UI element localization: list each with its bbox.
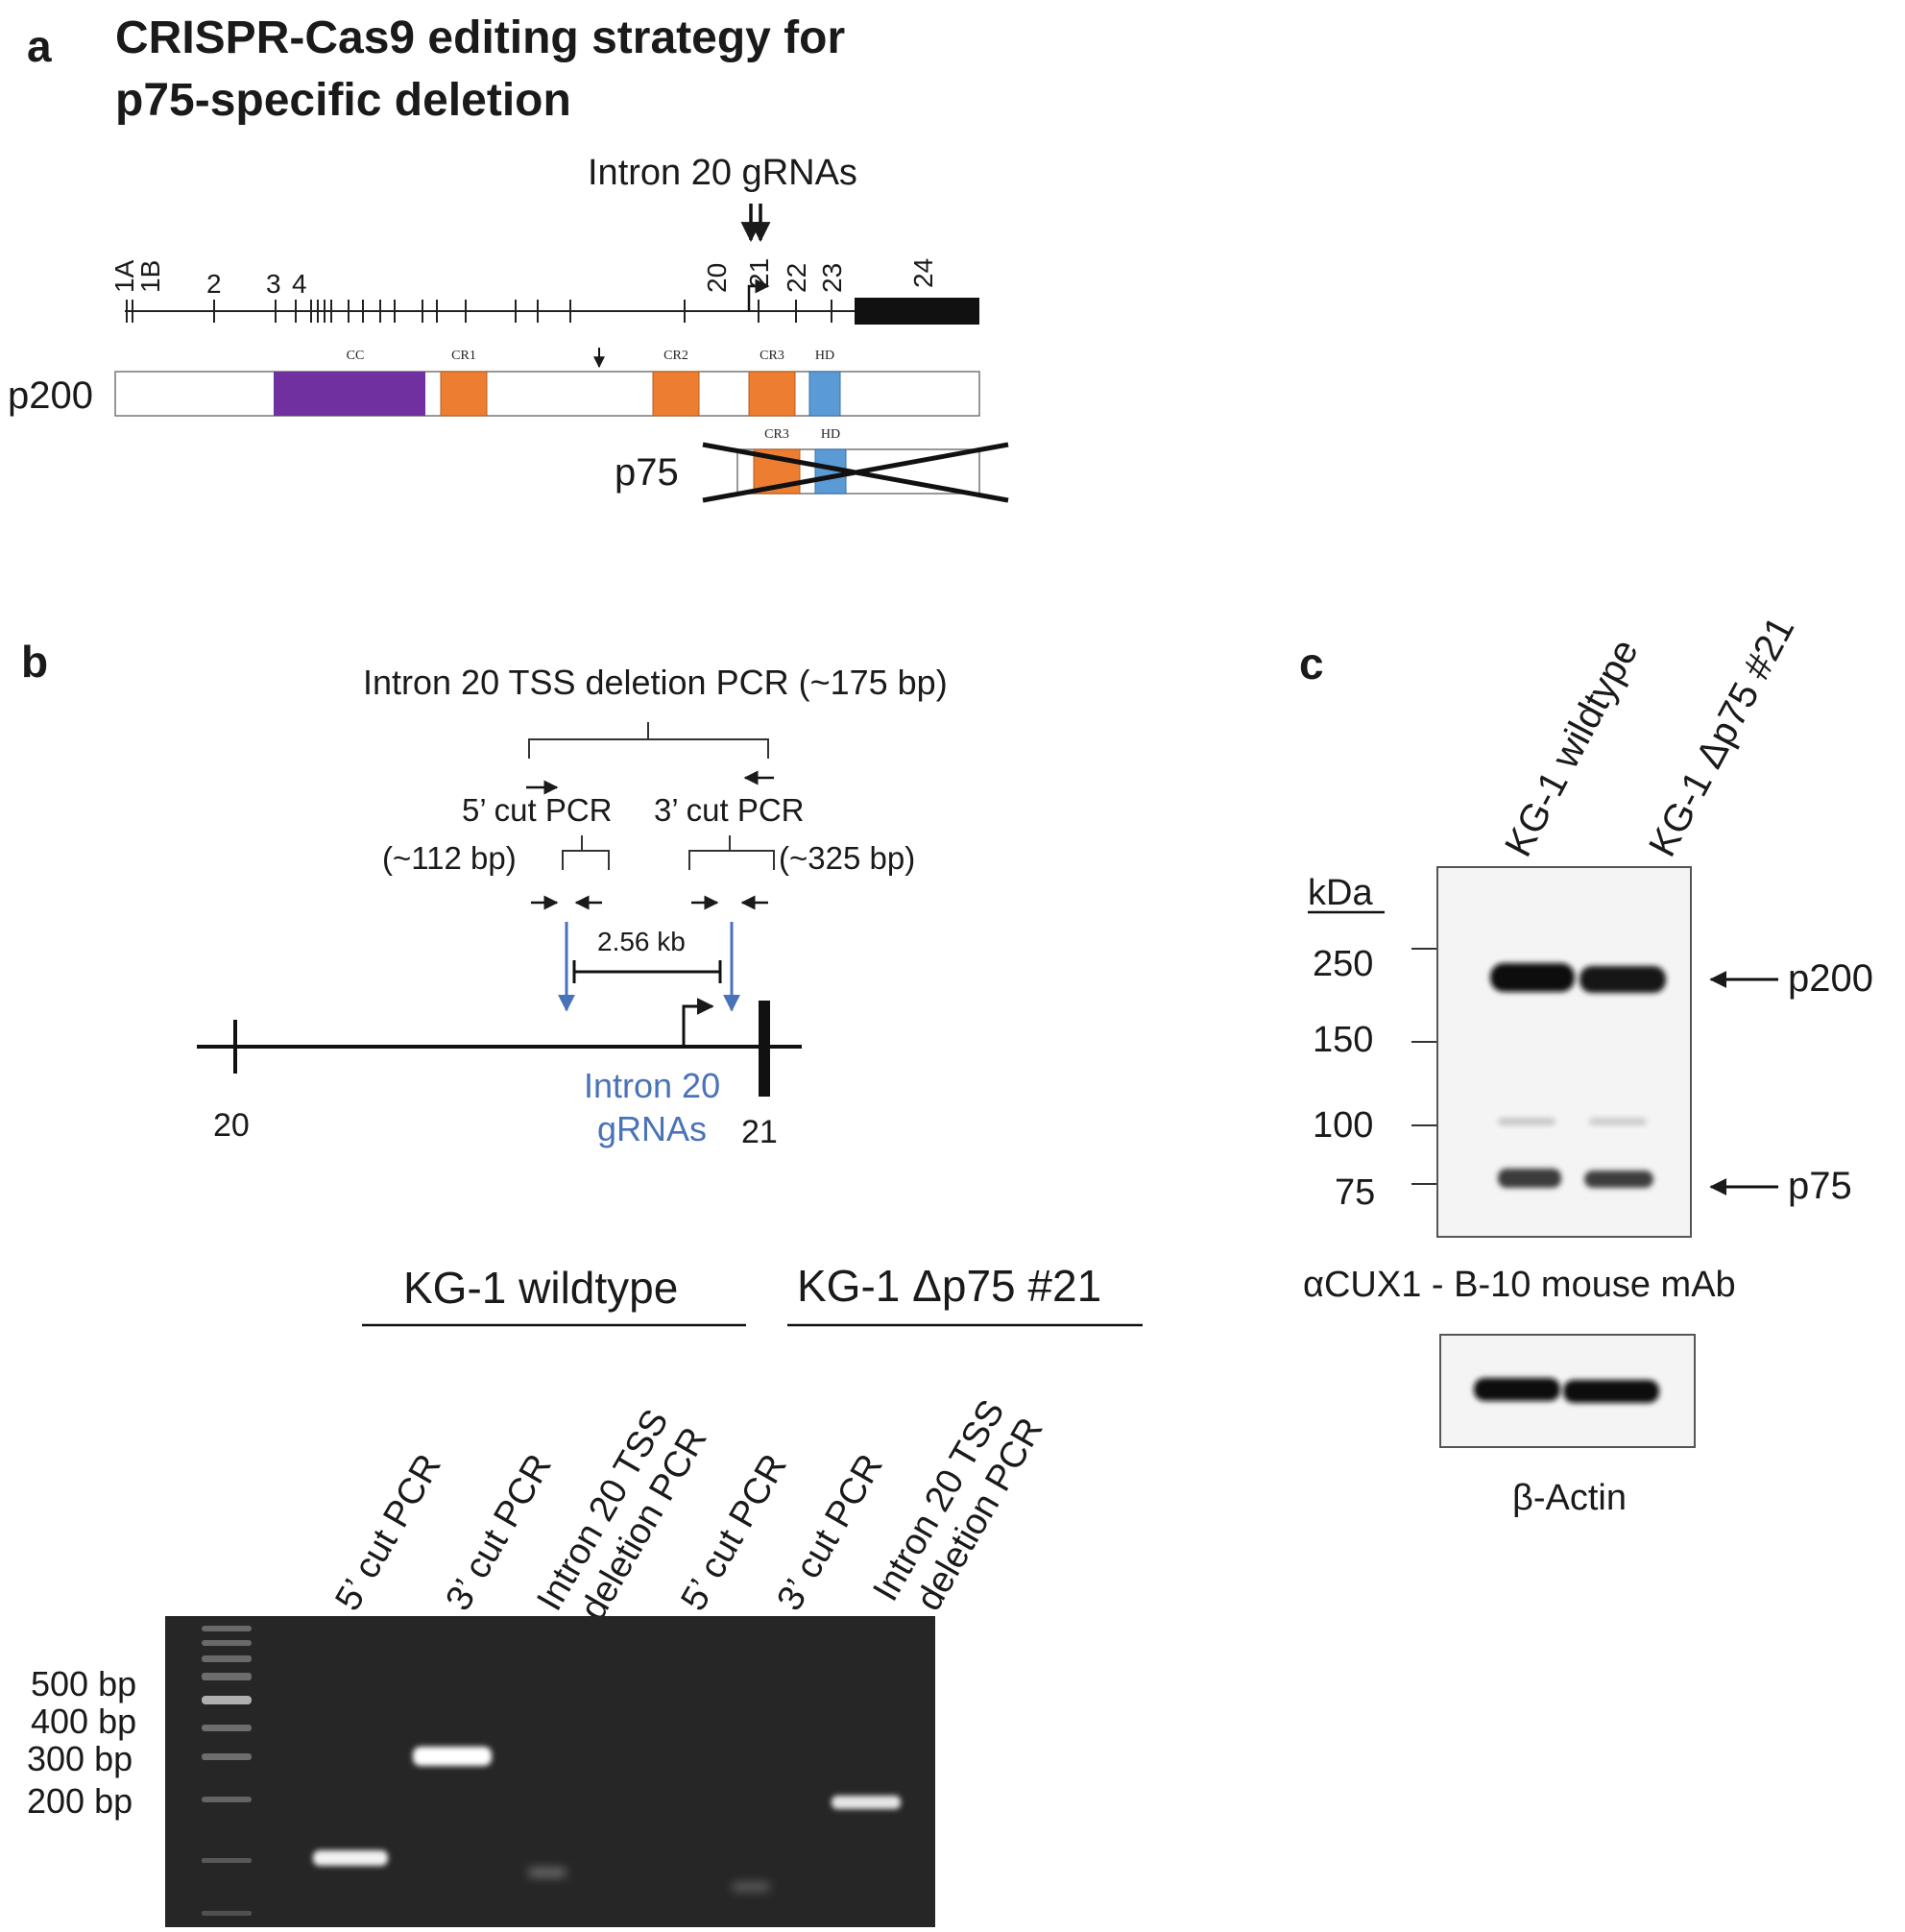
panel-c-letter: c: [1299, 639, 1324, 688]
panel-c: c KG-1 wildtype KG-1 Δp75 #21 kDa 250 15…: [1299, 610, 1873, 1518]
ladder-label-200: 200 bp: [27, 1781, 133, 1821]
exon-label-21: 21: [744, 258, 774, 288]
p200-label-a: p200: [8, 374, 93, 417]
marker-75: 75: [1335, 1172, 1375, 1213]
kda-label: kDa: [1308, 873, 1373, 913]
western-lane-label-1: KG-1 wildtype: [1497, 633, 1647, 863]
band-100-faint-del: [1589, 1118, 1647, 1125]
deletion-pcr-brace: [528, 722, 769, 759]
gene-structure: [125, 278, 979, 325]
domain-label-cr2: CR2: [663, 349, 688, 363]
exon-label-23: 23: [817, 263, 847, 293]
band-p200-del: [1579, 966, 1666, 993]
domain-label-cc: CC: [347, 349, 365, 363]
marker-150: 150: [1313, 1020, 1373, 1060]
cut-site-arrows: [558, 922, 740, 1012]
grna-label-b-line2: gRNAs: [597, 1109, 707, 1148]
band-lane1-5cut-wt: [313, 1850, 388, 1866]
exon-labels: 1A 1B 2 3 4 20 21 22 23 24: [109, 258, 938, 299]
band-lane3-faint: [528, 1868, 567, 1877]
ladder-bands: [202, 1626, 252, 1916]
panel-a-title-line2: p75-specific deletion: [115, 75, 571, 126]
domain-label-hd: HD: [815, 349, 834, 363]
band-actin-wt: [1474, 1378, 1560, 1401]
grna-label-b-line1: Intron 20: [584, 1066, 720, 1105]
cut5-label: 5’ cut PCR: [462, 792, 613, 828]
western-lane-label-2: KG-1 Δp75 #21: [1641, 610, 1802, 863]
western-blot: [1436, 866, 1692, 1238]
grna-label-a: Intron 20 gRNAs: [588, 153, 857, 193]
cut3-brace: [688, 835, 775, 870]
domain-label-cr3: CR3: [760, 349, 784, 363]
grna-arrows-a: [740, 204, 771, 243]
p75-domain-label-cr3: CR3: [764, 427, 789, 442]
intron-20-line: [197, 998, 802, 1097]
domain-cc: [274, 372, 425, 416]
exon-label-24: 24: [908, 258, 938, 288]
band-lane2-3cut-wt: [413, 1747, 492, 1766]
antibody-label: αCUX1 - B-10 mouse mAb: [1303, 1265, 1736, 1305]
group-label-deletion: KG-1 Δp75 #21: [797, 1261, 1101, 1311]
size5-label: (~112 bp): [382, 840, 517, 876]
exon-label-3: 3: [266, 269, 281, 299]
domain-hd: [808, 371, 841, 417]
ladder-label-500: 500 bp: [31, 1664, 136, 1703]
pcr-gel-panel: KG-1 wildtype KG-1 Δp75 #21 5’ cut PCR 3…: [27, 1261, 1143, 1927]
domain-label-cr1: CR1: [451, 349, 476, 363]
band-lane5-3cut-del: [832, 1796, 901, 1809]
ladder-labels: 500 bp 400 bp 300 bp 200 bp: [27, 1664, 136, 1821]
size3-label: (~325 bp): [779, 840, 915, 876]
p75-cross-line-2: [702, 442, 1009, 503]
marker-ticks: [1411, 948, 1437, 1185]
actin-label: β-Actin: [1512, 1478, 1627, 1518]
p200-band-label: p200: [1788, 957, 1873, 1000]
exon-label-22: 22: [782, 263, 811, 293]
exon-label-2: 2: [206, 269, 222, 299]
distance-bar: [572, 960, 722, 983]
panel-a-title-line1: CRISPR-Cas9 editing strategy for: [115, 12, 845, 63]
deletion-pcr-label: Intron 20 TSS deletion PCR (~175 bp): [363, 663, 948, 702]
distance-label: 2.56 kb: [597, 927, 686, 956]
marker-250: 250: [1313, 944, 1373, 984]
ladder-label-400: 400 bp: [31, 1702, 136, 1741]
panel-a: a CRISPR-Cas9 editing strategy for p75-s…: [8, 12, 1009, 503]
band-p75-del: [1584, 1171, 1653, 1188]
group-label-wildtype: KG-1 wildtype: [403, 1263, 678, 1313]
exon-label-4: 4: [292, 269, 307, 299]
gel-lane-label-1: 5’ cut PCR: [327, 1447, 448, 1617]
exon-24-block: [855, 298, 979, 325]
domain-cr1: [440, 371, 488, 417]
domain-cr2: [652, 371, 700, 417]
marker-100: 100: [1313, 1105, 1373, 1146]
actin-blot: [1439, 1334, 1696, 1448]
band-100-faint-wt: [1498, 1118, 1555, 1125]
panel-b: b Intron 20 TSS deletion PCR (~175 bp) 5…: [21, 637, 948, 1150]
p75-protein: [702, 442, 1009, 503]
panel-a-letter: a: [27, 21, 52, 71]
p75-label-a: p75: [615, 451, 679, 494]
p75-band-label: p75: [1788, 1165, 1852, 1207]
cut5-brace: [562, 835, 610, 870]
p75-domain-label-hd: HD: [821, 427, 840, 442]
domain-cr3: [748, 371, 796, 417]
p200-protein: [114, 348, 980, 417]
band-lane4-faint: [732, 1882, 770, 1892]
exon-21-label-b: 21: [741, 1114, 778, 1150]
ladder-label-300: 300 bp: [27, 1739, 133, 1778]
agarose-gel: [165, 1616, 935, 1927]
band-p75-wt: [1498, 1169, 1561, 1188]
exon-20-label-b: 20: [213, 1107, 250, 1144]
exon-label-1b: 1B: [135, 260, 165, 293]
gel-lane-labels: 5’ cut PCR 3’ cut PCR Intron 20 TSS dele…: [327, 1393, 1050, 1627]
exon-label-20: 20: [702, 263, 732, 293]
cut3-label: 3’ cut PCR: [654, 792, 805, 828]
band-actin-del: [1563, 1380, 1659, 1403]
band-p200-wt: [1490, 963, 1575, 992]
sample-bands: [313, 1747, 901, 1892]
panel-b-letter: b: [21, 637, 48, 687]
exon-label-1a: 1A: [109, 259, 139, 293]
